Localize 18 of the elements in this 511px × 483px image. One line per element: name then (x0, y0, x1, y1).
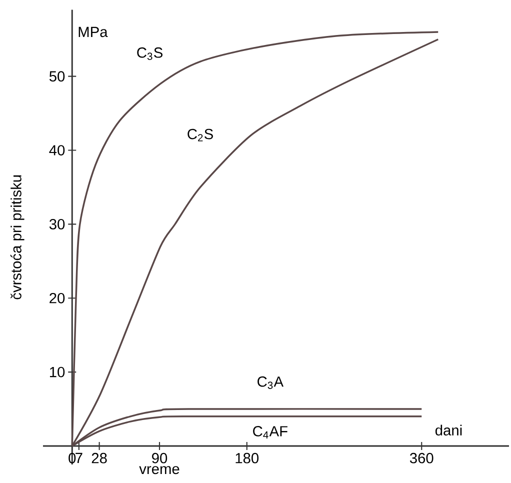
series-label: C$_{3}$S (137, 47, 162, 60)
x-tick-label: 28 (92, 452, 107, 464)
y-tick-label: 30 (49, 219, 65, 230)
x-tick-label: 180 (236, 452, 259, 464)
annotation: MPa (78, 26, 108, 38)
series-label: C$_{2}$S (188, 128, 213, 142)
annotation: dani (435, 424, 462, 436)
y-axis-title: čvrstoća pri pritisku (10, 175, 24, 300)
x-tick-label: 360 (410, 452, 434, 464)
y-tick-label: 40 (49, 145, 65, 156)
x-axis-title: vreme (139, 466, 180, 474)
x-tick-label: 90 (152, 452, 168, 464)
series-label: C$_{4}$AF (253, 426, 288, 438)
x-tick-label: 7 (76, 452, 82, 464)
y-tick-label: 20 (50, 292, 65, 304)
series-label: C$_{3}$A (258, 376, 284, 389)
y-tick-label: 10 (50, 366, 65, 378)
y-tick-label: 50 (49, 71, 65, 82)
